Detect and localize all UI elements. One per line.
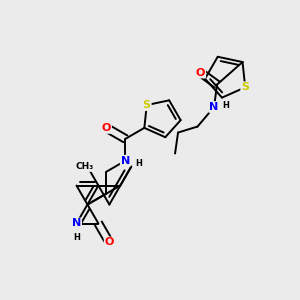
Text: N: N <box>209 102 219 112</box>
Text: N: N <box>121 156 130 166</box>
Text: H: H <box>73 233 80 242</box>
Text: H: H <box>135 159 142 168</box>
Text: H: H <box>223 101 229 110</box>
Text: O: O <box>196 68 205 77</box>
Text: S: S <box>241 82 249 92</box>
Text: CH₃: CH₃ <box>75 162 94 171</box>
Text: S: S <box>143 100 151 110</box>
Text: N: N <box>72 218 81 229</box>
Text: O: O <box>102 123 111 133</box>
Text: O: O <box>105 238 114 248</box>
